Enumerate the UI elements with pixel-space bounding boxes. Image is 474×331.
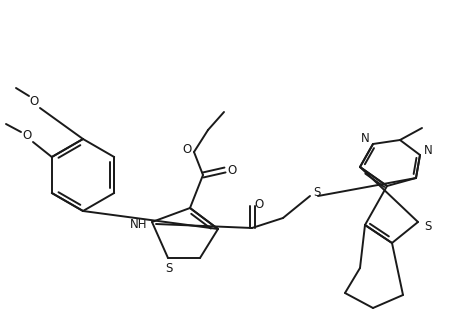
Text: S: S: [313, 186, 321, 200]
Text: NH: NH: [130, 217, 148, 230]
Text: O: O: [182, 143, 191, 156]
Text: O: O: [255, 198, 264, 211]
Text: O: O: [228, 164, 237, 176]
Text: O: O: [29, 94, 38, 108]
Text: S: S: [165, 261, 173, 274]
Text: S: S: [424, 220, 432, 233]
Text: N: N: [424, 144, 432, 157]
Text: O: O: [22, 128, 32, 141]
Text: N: N: [361, 131, 369, 145]
